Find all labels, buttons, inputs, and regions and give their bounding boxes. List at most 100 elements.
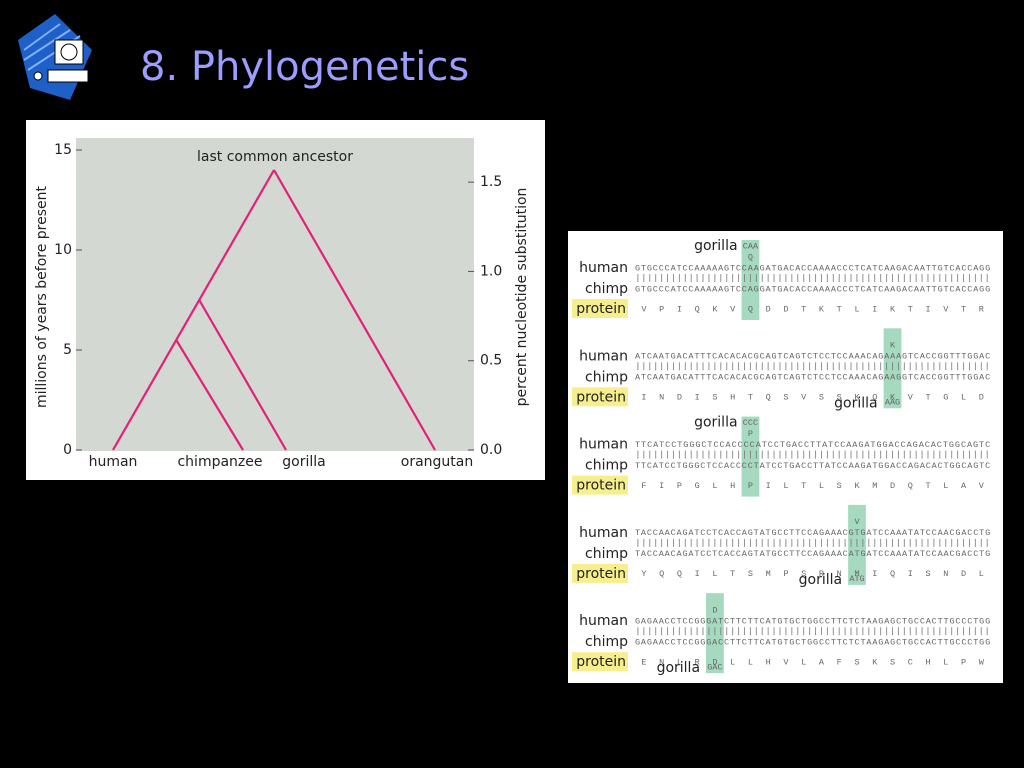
row-label: chimp [585,369,628,385]
amino-acid: A [819,657,825,667]
amino-acid: K [712,304,718,314]
sequence: TACCAACAGATCCTCACCAGTATGCCTTCCAGAAACATGA… [635,549,990,559]
amino-acid: T [748,393,753,403]
amino-acid: L [943,657,948,667]
row-label: protein [576,478,626,494]
gorilla-aa: K [890,341,896,351]
amino-acid: Q [659,569,664,579]
amino-acid: S [748,569,753,579]
amino-acid: L [943,481,948,491]
amino-acid: E [641,657,646,667]
amino-acid: V [730,304,736,314]
branch [198,299,287,451]
row-label: protein [576,654,626,670]
row-label: protein [576,389,626,405]
gorilla-codon: ATG [849,574,864,584]
sequence: GAGAACCTCCGGGATCTTCTTCATGTGCTGGCCTTCTCTA… [635,616,990,626]
leaf-label: orangutan [401,454,473,470]
amino-acid: I [659,481,664,491]
amino-acid: V [641,304,647,314]
y2-tick-label: 1.0 [480,263,502,279]
amino-acid: H [730,393,735,403]
alignment-figure: human chimp protein GTGCCCATCCAAAAAGTCCAAGA… [568,231,1003,683]
amino-acid: L [677,657,682,667]
amino-acid: D [979,393,984,403]
amino-acid: I [695,569,700,579]
amino-acid: D [766,304,771,314]
amino-acid: H [730,481,735,491]
match-bars [635,450,991,459]
amino-acid: P [961,657,966,667]
amino-acid: Q [677,569,682,579]
sequence: TTCATCCTGGGCTCCACCCCTATCCTGACCTTATCCAAGA… [635,461,990,471]
amino-acid: P [783,569,788,579]
amino-acid: I [766,481,771,491]
amino-acid: Q [748,304,753,314]
y-tick-label: 10 [54,242,72,258]
amino-acid: T [801,481,806,491]
amino-acid: M [872,481,877,491]
sequence: TACCAACAGATCCTCACCAGTATGCCTTCCAGAAACGTGA… [635,528,990,538]
gorilla-aa: D [712,605,717,615]
amino-acid: V [783,657,789,667]
protein-label-bg [572,652,628,672]
row-label: chimp [585,634,628,650]
amino-acid: Q [908,481,913,491]
amino-acid: L [712,569,717,579]
amino-acid: P [659,304,664,314]
amino-acid: S [890,657,895,667]
amino-acid: L [730,657,735,667]
plot-area [76,138,474,451]
branch [175,339,244,451]
gorilla-codon: CAA [743,241,759,251]
amino-acid: K [854,393,860,403]
amino-acid: L [961,393,966,403]
amino-acid: I [872,304,877,314]
row-label: human [579,437,628,453]
sequence: ATCAATGACATTTCACACACGCAGTCAGTCTCCTCCAAAC… [635,373,990,383]
match-bars [635,627,991,636]
match-bars [635,362,991,371]
gorilla-codon: CCC [743,418,758,428]
gorilla-aa: V [854,517,860,527]
protein-label-bg [572,475,628,495]
sequence: GTGCCCATCCAAAAAGTCCAAGATGACACCAAAACCCTCA… [635,263,990,273]
amino-acid: V [908,393,914,403]
slide-title: 8. Phylogenetics [140,44,469,90]
amino-acid: L [783,481,788,491]
amino-acid: H [766,657,771,667]
logo-icon [18,14,92,100]
amino-acid: S [854,657,859,667]
amino-acid: T [730,569,735,579]
y-tick-label: 15 [54,142,72,158]
amino-acid: T [961,304,966,314]
amino-acid: L [748,657,753,667]
gorilla-label: gorilla [694,238,737,254]
amino-acid: K [890,393,896,403]
amino-acid: K [890,304,896,314]
amino-acid: T [801,304,806,314]
row-label: human [579,525,628,541]
amino-acid: L [854,304,859,314]
amino-acid: N [659,657,664,667]
amino-acid: N [943,569,948,579]
gorilla-label: gorilla [657,660,700,676]
amino-acid: T [925,393,930,403]
amino-acid: P [677,481,682,491]
y-axis-label: millions of years before present [34,185,50,408]
row-label: protein [576,566,626,582]
amino-acid: S [837,393,842,403]
amino-acid: L [979,569,984,579]
y2-tick-label: 1.5 [480,174,502,190]
row-label: chimp [585,281,628,297]
row-label: chimp [585,546,628,562]
amino-acid: Q [890,569,895,579]
amino-acid: S [783,393,788,403]
amino-acid: S [925,569,930,579]
amino-acid: V [979,481,985,491]
amino-acid: H [925,657,930,667]
y-tick-label: 5 [63,342,72,358]
branch [112,169,275,451]
amino-acid: I [695,393,700,403]
sequence: GAGAACCTCCGGGACCTTCTTCATGTGCTGGCCTTCTCTA… [635,637,990,647]
